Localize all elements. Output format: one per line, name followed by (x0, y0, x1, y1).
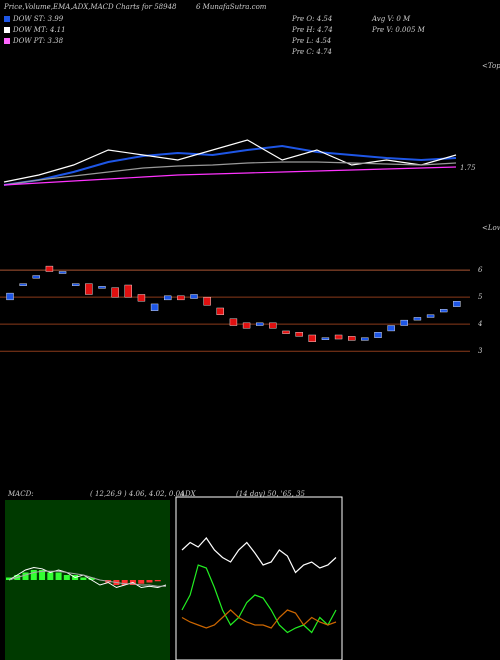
histogram-bar (121, 580, 128, 585)
histogram-bar (146, 580, 153, 583)
histogram-bar (55, 572, 62, 580)
legend-swatch (4, 38, 10, 44)
candle (6, 292, 14, 301)
candle (269, 322, 277, 329)
line (8, 566, 167, 589)
candle (203, 296, 211, 306)
candle (282, 330, 290, 334)
candle (453, 301, 461, 307)
histogram-bar (154, 580, 161, 582)
candle (440, 309, 448, 313)
candle (137, 294, 146, 302)
line (8, 570, 166, 587)
price-stat: Pre H: 4.74 (291, 26, 333, 34)
histogram-bar (30, 570, 37, 580)
histogram-bar (138, 580, 145, 584)
legend-label: DOW ST: 3.99 (12, 15, 64, 23)
candle (58, 271, 67, 274)
panel-background (5, 500, 170, 660)
annotation: ADX (179, 490, 197, 498)
histogram-bar (22, 572, 29, 580)
annotation: ( 12,26,9 ) 4.06, 4.02, 0.04 (90, 490, 185, 498)
annotation: MACD: (7, 490, 34, 498)
histogram-bar (63, 575, 70, 580)
histogram-bar (80, 577, 87, 580)
candle (413, 317, 422, 321)
histogram-bar (88, 577, 95, 580)
candle (361, 337, 369, 341)
candle (387, 325, 395, 332)
candle (400, 319, 408, 326)
candle (177, 295, 185, 301)
candle (256, 322, 264, 326)
line (3, 166, 457, 186)
annotation: (14 day) 50, '65, 35 (236, 490, 306, 498)
candle (334, 334, 343, 340)
annotation: <Tops (482, 62, 500, 70)
legend-swatch (4, 16, 10, 22)
candle (19, 283, 27, 286)
volume-stat: Avg V: 0 M (371, 15, 411, 23)
candle (374, 332, 382, 338)
candle (242, 322, 251, 329)
candle (98, 286, 106, 289)
line (181, 609, 337, 629)
y-tick-label: 5 (478, 293, 483, 301)
candle (45, 265, 54, 272)
annotation: <Lows (482, 224, 500, 232)
site: 6 MunafaSutra.com (196, 3, 267, 11)
price-stat: Pre O: 4.54 (291, 15, 332, 23)
candle (85, 283, 93, 295)
legend-label: DOW PT: 3.38 (12, 37, 64, 45)
candle (72, 283, 80, 286)
annotation: 1.75 (460, 164, 476, 172)
panel-border (175, 496, 343, 660)
candle (216, 307, 224, 315)
price-stat: Pre L: 4.54 (291, 37, 331, 45)
y-tick-label: 6 (478, 266, 483, 274)
histogram-bar (47, 572, 54, 580)
candle (321, 337, 330, 340)
line (181, 564, 337, 634)
legend-swatch (4, 27, 10, 33)
y-tick-label: 3 (478, 347, 483, 355)
candle (348, 336, 356, 341)
histogram-bar (6, 577, 12, 580)
line (3, 161, 457, 186)
candle (164, 295, 172, 301)
line (3, 144, 457, 186)
volume-stat: Pre V: 0.005 M (371, 26, 426, 34)
price-stat: Pre C: 4.74 (291, 48, 332, 56)
y-tick-label: 4 (477, 320, 482, 328)
candle (190, 294, 198, 299)
candle (111, 287, 119, 298)
legend-label: DOW MT: 4.11 (12, 26, 66, 34)
candle (150, 303, 159, 311)
title: Price,Volume,EMA,ADX,MACD Charts for 589… (3, 3, 177, 11)
candle (124, 284, 132, 298)
candle (308, 334, 316, 342)
histogram-bar (39, 570, 46, 580)
candle (32, 275, 40, 279)
line (181, 537, 337, 574)
candle (295, 332, 303, 337)
candle (426, 314, 435, 318)
candle (229, 318, 238, 326)
line (3, 139, 457, 183)
